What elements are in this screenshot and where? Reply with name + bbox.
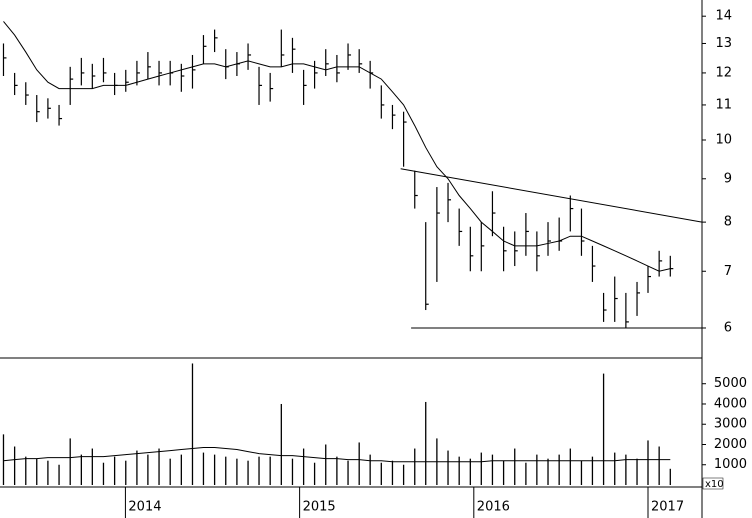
trend-line bbox=[400, 168, 703, 223]
y-tick-label: 3000 bbox=[714, 417, 747, 432]
x-tick-label: 2015 bbox=[303, 500, 336, 515]
volume-unit: x10 bbox=[705, 479, 724, 490]
y-tick-label: 5000 bbox=[714, 376, 747, 391]
y-tick-label: 7 bbox=[724, 264, 732, 279]
y-tick-label: 13 bbox=[715, 36, 732, 51]
y-tick-label: 9 bbox=[724, 171, 732, 186]
y-tick-label: 6 bbox=[724, 320, 732, 335]
y-tick-label: 4000 bbox=[714, 396, 747, 411]
unit-box bbox=[702, 477, 724, 490]
x-tick-label: 2017 bbox=[651, 500, 684, 515]
y-tick-label: 11 bbox=[715, 97, 732, 112]
y-tick-label: 1000 bbox=[714, 457, 747, 472]
y-tick-label: 14 bbox=[715, 9, 732, 24]
x-tick-label: 2014 bbox=[128, 500, 161, 515]
volume-average bbox=[3, 447, 671, 463]
y-tick-label: 8 bbox=[724, 215, 732, 230]
y-tick-label: 10 bbox=[715, 133, 732, 148]
x-tick-label: 2016 bbox=[477, 500, 510, 515]
y-tick-label: 2000 bbox=[714, 437, 747, 452]
y-tick-label: 12 bbox=[715, 65, 732, 80]
